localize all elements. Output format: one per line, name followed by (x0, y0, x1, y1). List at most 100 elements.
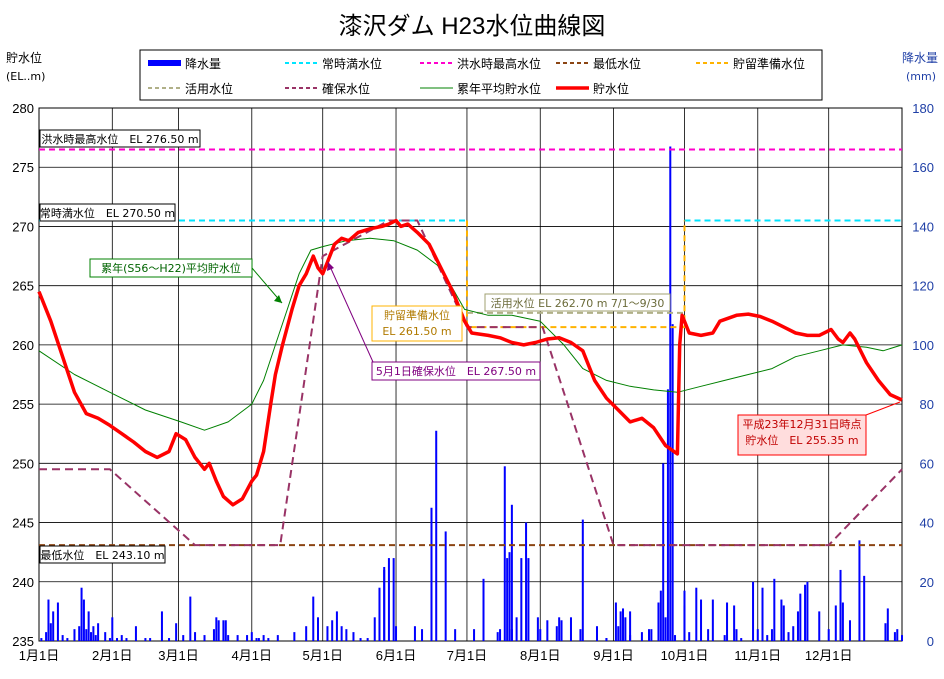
rainfall-bar (66, 638, 69, 641)
secure-leader (327, 261, 374, 363)
rainfall-bar (326, 626, 329, 641)
rainfall-bar (194, 632, 197, 641)
x-tick-label: 4月1日 (232, 648, 272, 663)
rainfall-bar (569, 617, 572, 641)
rainfall-bar (82, 599, 85, 641)
y-right-tick-label: 20 (920, 575, 934, 590)
storage-prep-annotation-text: 貯留準備水位 (384, 308, 450, 322)
rainfall-bar (80, 587, 83, 641)
rainfall-bar (387, 558, 390, 641)
rainfall-bar (373, 617, 376, 641)
rainfall-bar (752, 581, 755, 641)
rainfall-bar (650, 629, 653, 641)
y-right-label-1: 降水量 (902, 51, 938, 65)
rainfall-bar (430, 507, 433, 641)
year-end-annotation-text: 貯水位 EL 255.35 m (745, 433, 858, 447)
rainfall-bar (700, 599, 703, 641)
rainfall-bar (473, 629, 476, 641)
rainfall-bar (499, 629, 502, 641)
rainfall-bar (305, 626, 308, 641)
y-right-label-2: (mm) (906, 70, 936, 83)
rainfall-bar (116, 638, 119, 641)
rainfall-bar (799, 593, 802, 641)
rainfall-bar (413, 626, 416, 641)
y-left-tick-label: 240 (12, 575, 34, 590)
y-left-tick-label: 270 (12, 219, 34, 234)
rainfall-bar (858, 540, 861, 641)
rainfall-bar (49, 623, 52, 641)
x-tick-label: 1月1日 (19, 648, 59, 663)
y-left-tick-label: 265 (12, 279, 34, 294)
y-right-tick-label: 60 (920, 456, 934, 471)
rainfall-bar (669, 146, 672, 641)
rainfall-bar (848, 620, 851, 641)
x-tick-label: 9月1日 (593, 648, 633, 663)
average-arrowhead (274, 295, 282, 303)
rainfall-bar (863, 575, 866, 641)
rainfall-bar (56, 602, 59, 641)
rainfall-bar (73, 629, 76, 641)
legend-label: 貯水位 (593, 81, 629, 96)
rainfall-bar (683, 590, 686, 641)
rainfall-bar (87, 611, 90, 641)
rainfall-bar (648, 629, 651, 641)
x-tick-label: 2月1日 (92, 648, 132, 663)
rainfall-bar (352, 632, 355, 641)
active-level-annotation-box (484, 293, 671, 312)
rainfall-bar (227, 635, 230, 641)
rainfall-bar (619, 611, 622, 641)
rainfall-bar (595, 626, 598, 641)
rainfall-bar (560, 620, 563, 641)
x-tick-label: 3月1日 (158, 648, 198, 663)
x-tick-label: 8月1日 (520, 648, 560, 663)
rainfall-bar (78, 626, 81, 641)
storage-prep-annotation-text: EL 261.50 m (382, 325, 451, 338)
rainfall-bar (85, 629, 88, 641)
x-tick-label: 10月1日 (661, 648, 709, 663)
year-end-leader (865, 401, 901, 416)
series-line-7 (37, 218, 903, 507)
y-left-tick-label: 235 (12, 634, 34, 649)
rainfall-bar (510, 629, 513, 641)
rainfall-bar (726, 602, 729, 641)
rainfall-bar (780, 599, 783, 641)
rainfall-bar (508, 552, 511, 641)
rainfall-bar (246, 635, 249, 641)
rainfall-bar (527, 558, 530, 641)
series-line-5 (39, 219, 903, 547)
rainfall-bar (331, 620, 334, 641)
y-left-tick-label: 245 (12, 516, 34, 531)
rainfall-bar (558, 617, 561, 641)
y-left-tick-label: 255 (12, 397, 34, 412)
x-tick-label: 7月1日 (447, 648, 487, 663)
rainfall-bar (395, 626, 398, 641)
rainfall-bar (792, 626, 795, 641)
rainfall-bar (316, 617, 320, 641)
legend-label: 累年平均貯水位 (457, 81, 541, 96)
plot-area: 235 240 245 250 255 260 265 270 275 280 0 20 40 60 80 1… (12, 101, 934, 663)
rainfall-bar (773, 578, 776, 641)
rainfall-bar (896, 629, 899, 641)
rainfall-bar (787, 632, 790, 641)
rainfall-bar (92, 626, 95, 641)
rainfall-bar (735, 629, 738, 641)
rainfall-bar (827, 629, 830, 641)
rainfall-bar (125, 638, 128, 641)
rainfall-bar (886, 608, 889, 641)
rainfall-bar (215, 617, 218, 641)
rainfall-bar (503, 466, 506, 641)
rainfall-bar (90, 632, 93, 641)
y-right-tick-label: 0 (927, 634, 934, 649)
chart-title: 漆沢ダム H23水位曲線図 (339, 13, 606, 40)
rainfall-bar (818, 611, 821, 641)
rainfall-bar (52, 611, 55, 641)
rainfall-bar (614, 602, 617, 641)
rainfall-bar (621, 608, 625, 641)
rainfall-bar (454, 629, 457, 641)
rainfall-bar (539, 629, 542, 641)
y-left-tick-label: 250 (12, 456, 34, 471)
secure-arrowhead (327, 262, 334, 271)
y-right-tick-label: 40 (920, 516, 934, 531)
rainfall-bar (144, 638, 147, 641)
